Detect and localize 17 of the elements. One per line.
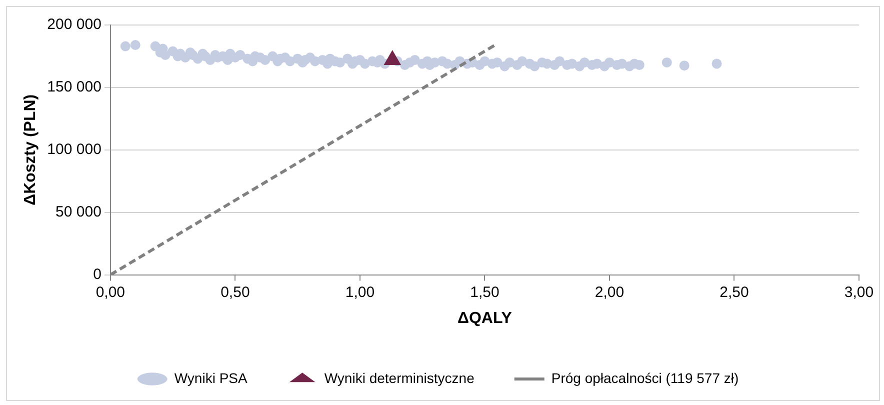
x-tick-label: 1,00	[345, 284, 375, 301]
x-tick-label: 0,00	[96, 284, 126, 301]
y-tick-label: 100 000	[47, 141, 102, 158]
x-axis-title: ΔQALY	[457, 310, 512, 327]
legend-label: Wyniki PSA	[174, 370, 248, 386]
legend-label: Próg opłacalności (119 577 zł)	[551, 370, 739, 386]
y-tick-label: 200 000	[47, 16, 102, 34]
y-tick-label: 50 000	[56, 203, 102, 220]
x-tick-label: 3,00	[844, 284, 874, 301]
x-tick-label: 1,50	[470, 284, 500, 301]
x-tick-label: 0,50	[220, 284, 250, 301]
y-tick-label: 150 000	[47, 78, 102, 96]
x-tick-label: 2,00	[594, 284, 624, 301]
y-tick-label: 0	[93, 266, 102, 283]
legend-label: Wyniki deterministyczne	[324, 370, 475, 386]
x-tick-label: 2,50	[720, 284, 749, 301]
y-axis-title: ΔKoszty (PLN)	[22, 94, 40, 206]
